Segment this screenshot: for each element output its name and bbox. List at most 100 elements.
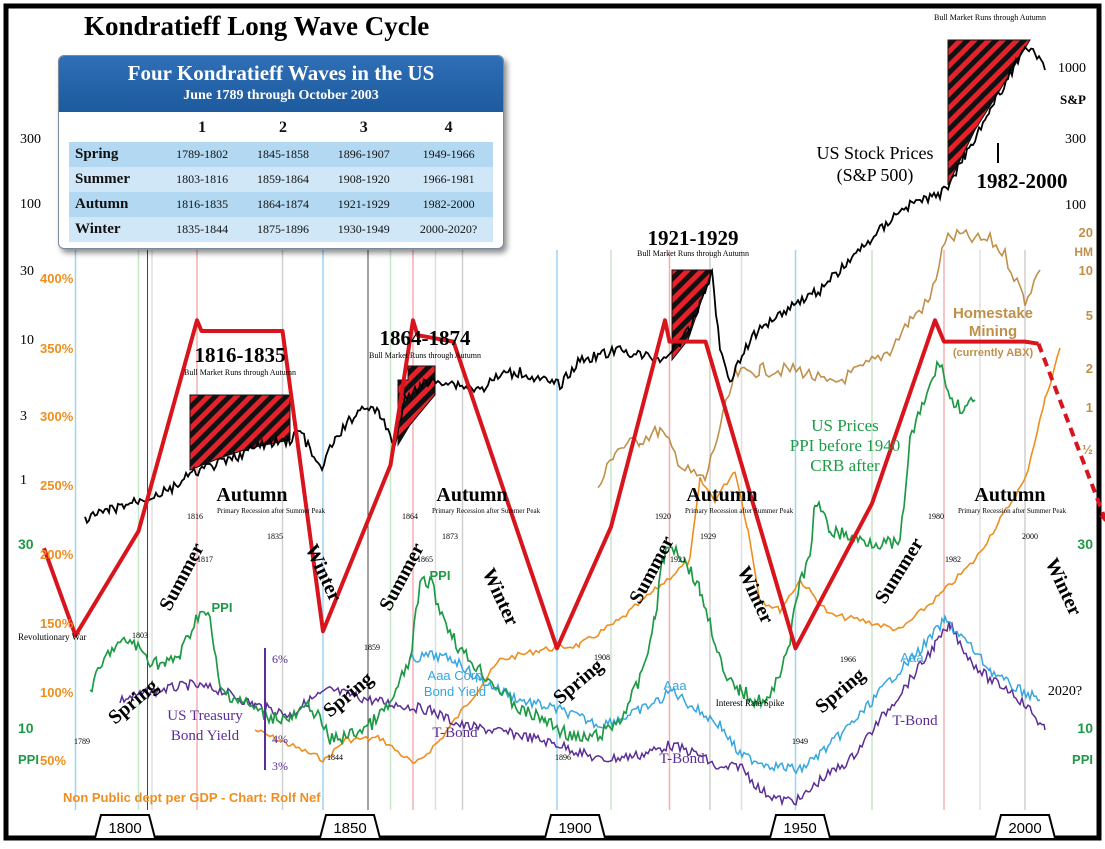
peak-sub-year-3: 1921 (670, 555, 686, 564)
bull-market-label-1: 1816-1835 (195, 343, 286, 367)
x-tick-label: 1800 (108, 820, 141, 837)
table-cell: 1908-1920 (323, 167, 404, 192)
sp-right-tick: 1000 (1058, 61, 1086, 76)
hm-right-tick: 2 (1086, 361, 1093, 376)
debt-gdp-label: Non Public dept per GDP - Chart: Rolf Ne… (63, 790, 321, 805)
ppi-label-2: PPI (430, 568, 451, 583)
summer-start-year-1: 1803 (132, 631, 148, 640)
table-cell: 1845-1858 (243, 142, 324, 167)
us-prices-label: US Prices (811, 416, 879, 435)
season-summer: Summer (69, 167, 162, 192)
peak-year-4: 1980 (928, 512, 944, 521)
waves-table: 1 2 3 4 Spring 1789-1802 1845-1858 1896-… (69, 114, 493, 242)
x-tick-label: 1950 (783, 820, 816, 837)
aaa-corp-label: Aaa Corp (428, 668, 483, 683)
peak-note-2: Primary Recession after Summer Peak (432, 507, 541, 515)
peak-sub-year-4: 1982 (945, 555, 961, 564)
aaa-corp-label-2: Bond Yield (424, 684, 486, 699)
table-cell: 1949-1966 (404, 142, 493, 167)
debt-left-tick: 150% (40, 616, 74, 631)
bull-market-label-4: 1982-2000 (977, 169, 1068, 193)
sp500-label-2: (S&P 500) (837, 165, 914, 186)
debt-left-tick: 50% (40, 753, 66, 768)
table-cell: 1896-1907 (323, 142, 404, 167)
cycle-end-year-2: 1873 (442, 532, 458, 541)
sp-left-tick: 30 (20, 264, 34, 279)
peak-note-3: Primary Recession after Summer Peak (685, 507, 794, 515)
t-bond-label-1: T-Bond (432, 725, 478, 741)
table-cell: 1816-1835 (162, 192, 243, 217)
table-cell: 1930-1949 (323, 217, 404, 242)
summer-start-year-2: 1859 (364, 643, 380, 652)
season-winter: Winter (69, 217, 162, 242)
peak-sub-year-2: 1865 (417, 555, 433, 564)
treasury-yield-label: US Treasury (167, 708, 243, 724)
sp-right-tick: 100 (1065, 198, 1086, 213)
ppi-right-axis-label: PPI (1072, 752, 1093, 767)
treasury-yield-label-2: Bond Yield (171, 728, 240, 744)
table-cell: 1966-1981 (404, 167, 493, 192)
sp-left-tick: 10 (20, 333, 34, 348)
season-autumn: Autumn (69, 192, 162, 217)
t-bond-label-2: T-Bond (659, 751, 705, 767)
table-cell: 1921-1929 (323, 192, 404, 217)
trough-year-2: 1844 (327, 753, 343, 762)
table-cell: 1864-1874 (243, 192, 324, 217)
bull-note-1: Bull Market Runs through Autumn (184, 368, 296, 377)
year-2020-label: 2020? (1048, 684, 1082, 699)
us-prices-label-3: CRB after (810, 456, 880, 475)
bull-note-4: Bull Market Runs through Autumn (934, 13, 1046, 22)
table-cell: 1859-1864 (243, 167, 324, 192)
debt-left-tick: 200% (40, 547, 74, 562)
hm-right-tick: 10 (1079, 263, 1093, 278)
debt-left-tick: 300% (40, 409, 74, 424)
wave-col-3: 3 (323, 114, 404, 142)
homestake-label-2: Mining (969, 323, 1017, 340)
homestake-label-3: (currently ABX) (953, 347, 1034, 359)
wave-col-4: 4 (404, 114, 493, 142)
chart-title: Kondratieff Long Wave Cycle (84, 11, 429, 42)
ppi-left-axis-label: PPI (18, 752, 39, 767)
aaa-label-2: Aaa (900, 650, 924, 665)
waves-table-box: Four Kondratieff Waves in the US June 17… (58, 55, 504, 249)
hm-right-tick: 20 (1079, 225, 1093, 240)
autumn-label-1: Autumn (216, 484, 287, 506)
sp500-label: US Stock Prices (817, 143, 934, 163)
autumn-label-4: Autumn (974, 484, 1045, 506)
table-cell: 1789-1802 (162, 142, 243, 167)
sp-left-tick: 100 (20, 197, 41, 212)
peak-note-4: Primary Recession after Summer Peak (958, 507, 1067, 515)
trough-year-3: 1896 (555, 753, 571, 762)
bond-axis-tick: 3% (272, 759, 288, 773)
sp-left-tick: 1 (20, 473, 27, 488)
debt-left-tick: 100% (40, 685, 74, 700)
us-prices-label-2: PPI before 1940 (790, 436, 900, 455)
trough-year-4: 1949 (792, 737, 808, 746)
summer-start-year-3: 1908 (594, 653, 610, 662)
cycle-end-year-3: 1929 (700, 532, 716, 541)
ppi-right-tick: 30 (1077, 536, 1093, 552)
bond-axis-tick: 6% (272, 652, 288, 666)
hm-right-tick: ½ (1082, 442, 1093, 457)
waves-table-subtitle: June 1789 through October 2003 (59, 88, 503, 104)
peak-year-3: 1920 (655, 512, 671, 521)
debt-left-tick: 350% (40, 341, 74, 356)
hm-right-tick: 1 (1086, 400, 1093, 415)
debt-left-tick: 250% (40, 478, 74, 493)
ppi-right-tick: 10 (1077, 720, 1093, 736)
peak-year-1: 1816 (187, 512, 203, 521)
bull-note-2: Bull Market Runs through Autumn (369, 351, 481, 360)
bull-market-label-2: 1864-1874 (380, 326, 471, 350)
table-cell: 1875-1896 (243, 217, 324, 242)
ppi-left-tick: 30 (18, 536, 34, 552)
interest-rate-spike-label: Interest Rate Spike (716, 698, 784, 708)
sp-right-axis-label: S&P (1060, 92, 1086, 107)
cycle-end-year-4: 2000 (1022, 532, 1038, 541)
table-cell: 2000-2020? (404, 217, 493, 242)
table-cell: 1803-1816 (162, 167, 243, 192)
trough-year-1: 1789 (74, 737, 90, 746)
debt-left-tick: 400% (40, 271, 74, 286)
peak-note-1: Primary Recession after Summer Peak (217, 507, 326, 515)
summer-start-year-4: 1966 (840, 655, 856, 664)
